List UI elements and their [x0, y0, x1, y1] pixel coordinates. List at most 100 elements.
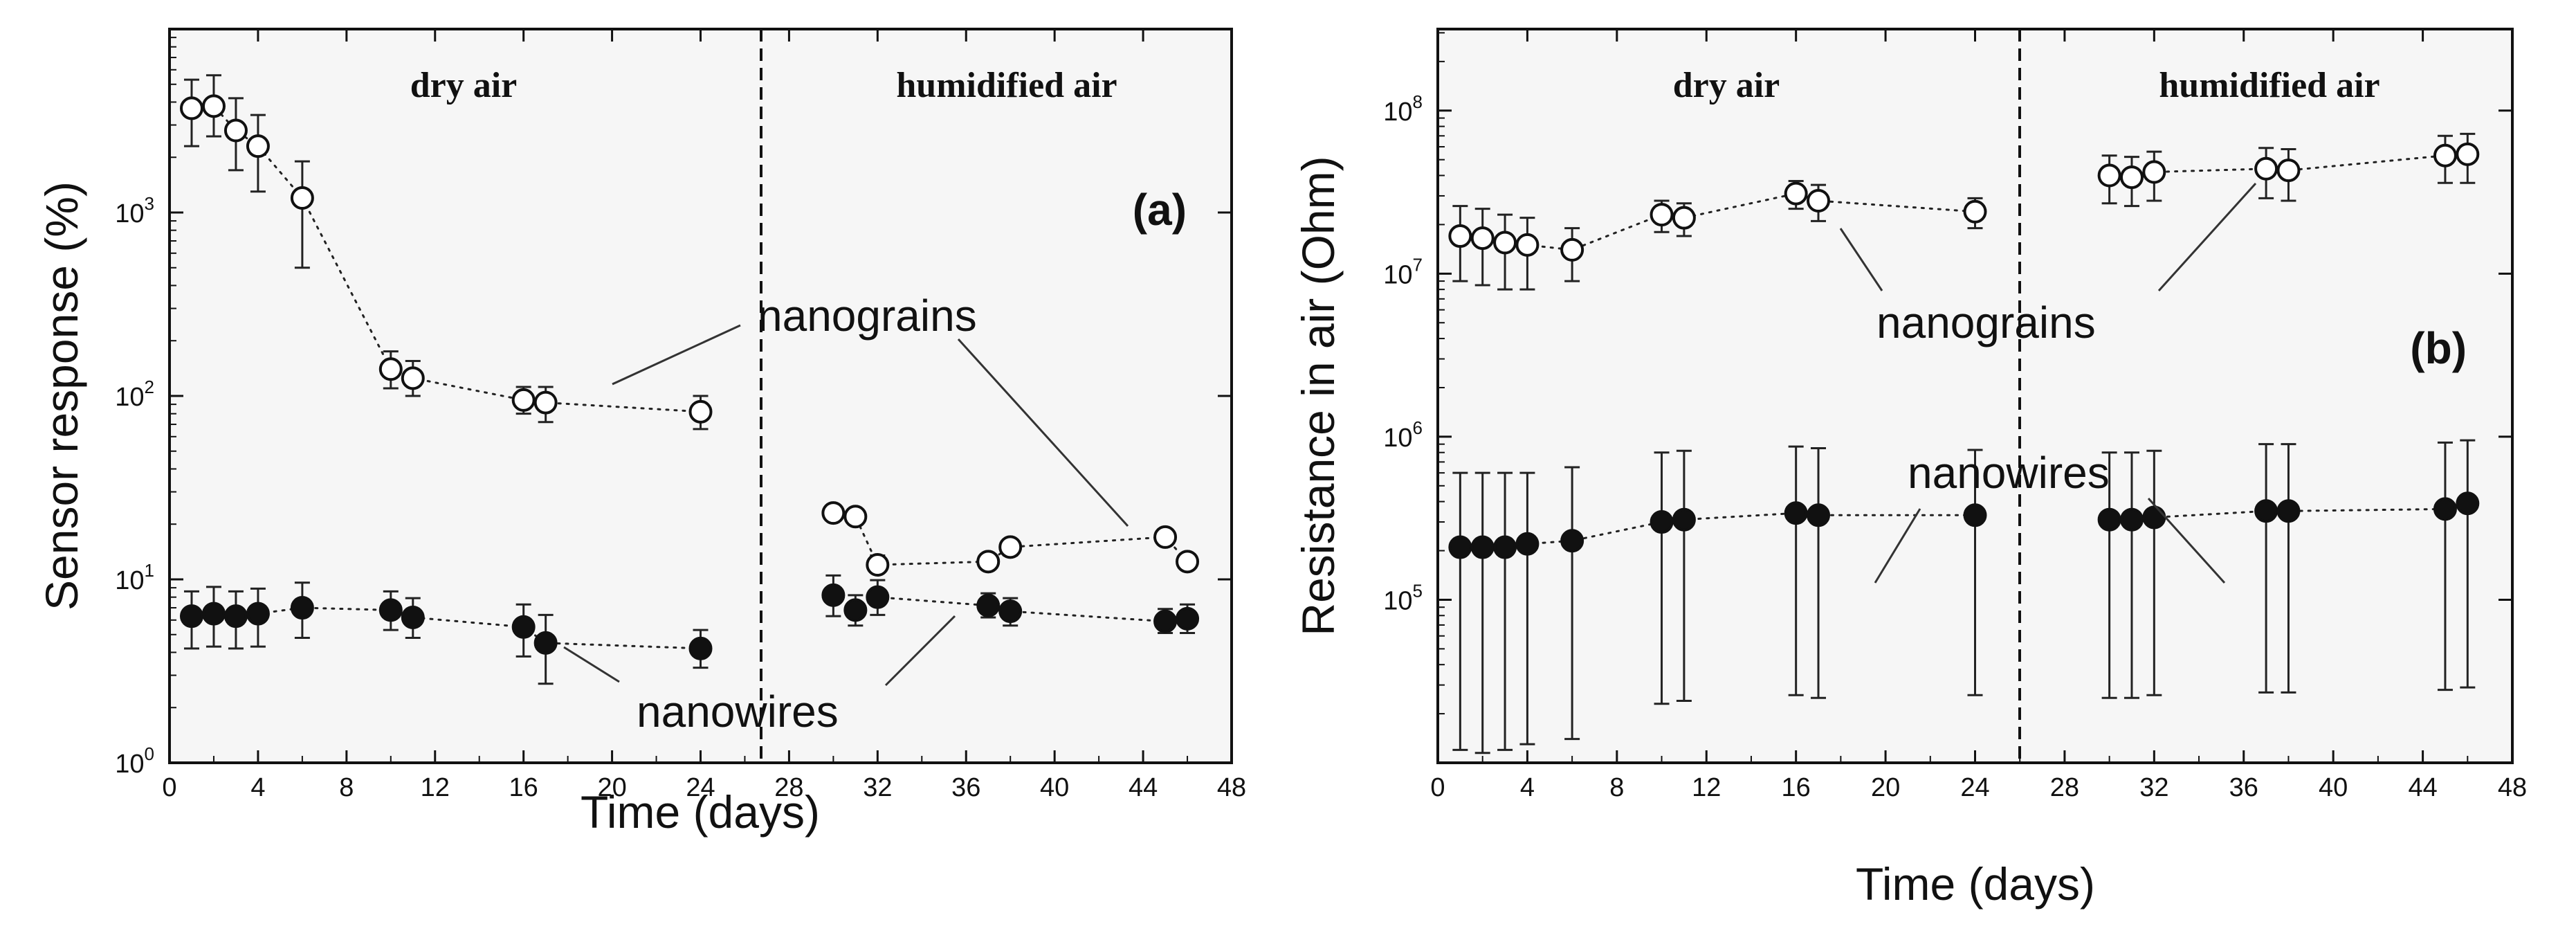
panel-a-leader-nanograins-2	[957, 338, 1129, 527]
panel-a-nanograins-point-1-3	[976, 550, 1001, 574]
panel-b-nanograins-point-1-4	[2276, 159, 2301, 183]
panel-b-nanowires-point-1-0	[2097, 507, 2121, 532]
panel-b-x-tick-label-24: 24	[1960, 773, 1989, 802]
panel-b-nanograins-point-1-5	[2433, 143, 2457, 168]
panel-a-nanograins-point-1-4	[998, 535, 1023, 559]
panel-a-x-tick-label-36: 36	[951, 773, 980, 802]
panel-a-nanograins-point-0-6	[401, 366, 425, 390]
panel-a-nanograins-point-1-5	[1153, 525, 1178, 549]
panel-b-nanowires-point-1-4	[2276, 499, 2301, 523]
panel-a-marks	[179, 74, 1200, 685]
panel-a-x-tick-label-16: 16	[509, 773, 538, 802]
panel-a-nanowires-point-1-6	[1176, 606, 1200, 631]
panel-b-x-axis-title: Time (days)	[1856, 858, 2095, 910]
panel-b-nanograins-point-0-1	[1470, 226, 1495, 251]
panel-a-nanograins-point-1-0	[821, 501, 846, 525]
panel-b-nanowires-point-1-3	[2254, 499, 2278, 523]
panel-a-nanowires-point-0-6	[401, 606, 425, 630]
panel-a-nanowires-point-0-1	[201, 602, 226, 626]
panel-a-nanowires-point-0-5	[378, 598, 403, 622]
panel-b-nanograins-point-1-0	[2097, 163, 2121, 188]
panel-a-nanowires-point-0-2	[223, 604, 248, 629]
panel-a-nanograins-point-0-7	[511, 388, 536, 412]
panel-b-nanowires-point-0-8	[1807, 503, 1831, 527]
panel-a-callout-nanowires: nanowires	[637, 687, 839, 736]
panel-a-nanowires-point-1-4	[998, 599, 1023, 624]
panel-a-x-tick-label-0: 0	[162, 773, 176, 802]
panel-a-x-tick-label-40: 40	[1040, 773, 1069, 802]
panel-a-leader-nanowires-2	[884, 615, 956, 687]
panel-a-callout-nanograins: nanograins	[758, 291, 977, 341]
panel-a-x-tick-label-24: 24	[686, 773, 715, 802]
panel-b-callout-nanograins: nanograins	[1876, 298, 2096, 347]
panel-b-nanograins-point-0-7	[1784, 181, 1808, 206]
panel-a-leader-nanograins-1	[612, 324, 741, 386]
panel-b-nanograins-point-0-3	[1515, 233, 1540, 257]
panel-b-nanograins-point-0-5	[1650, 203, 1674, 227]
panel-a-nanowires-point-0-9	[688, 636, 713, 660]
panel-b-x-tick-label-48: 48	[2498, 773, 2527, 802]
panel-a-x-tick-label-20: 20	[597, 773, 626, 802]
panel-b-nanowires-point-0-6	[1672, 507, 1696, 532]
panel-b-y-tick-label-6: 106	[1383, 417, 1423, 453]
panel-a-nanowires-point-1-2	[866, 585, 890, 609]
panel-b-x-tick-label-40: 40	[2319, 773, 2348, 802]
panel-b-callout-nanowires: nanowires	[1908, 448, 2110, 498]
panel-b-nanowires-point-0-2	[1493, 535, 1517, 559]
panel-b-x-tick-label-0: 0	[1430, 773, 1445, 802]
panel-a-y-tick-label-1: 101	[115, 560, 154, 595]
panel-a-x-tick-label-44: 44	[1129, 773, 1158, 802]
panel-b-nanograins-point-0-9	[1963, 199, 1987, 224]
panel-b-nanograins-point-0-0	[1448, 224, 1472, 248]
panel-b-nanograins-point-0-4	[1560, 237, 1584, 262]
panel-b-nanowires-point-0-1	[1470, 535, 1495, 559]
panel-b-leader-nanograins-2	[2157, 182, 2257, 292]
panel-b-nanowires-point-0-0	[1448, 535, 1472, 559]
panel-a-nanograins-point-0-8	[533, 390, 558, 415]
panel-b-region-humidified-air: humidified air	[2159, 66, 2379, 105]
panel-b-leader-nanograins-1	[1839, 228, 1883, 291]
panel-a-nanograins-point-0-4	[290, 186, 314, 210]
panel-a-label: (a)	[1133, 185, 1187, 235]
panel-a-y-axis-title: Sensor response (%)	[36, 181, 87, 611]
panel-a-nanograins-point-0-5	[378, 357, 403, 381]
panel-a-x-tick-label-12: 12	[421, 773, 450, 802]
panel-a-nanowires-point-0-3	[246, 602, 270, 626]
panel-a-x-axis-title: Time (days)	[581, 786, 820, 838]
panel-b-nanograins-point-1-6	[2456, 142, 2480, 166]
panel-b-nanowires-point-1-6	[2456, 491, 2480, 516]
panel-a-x-tick-label-28: 28	[774, 773, 803, 802]
panel-a-nanowires-point-0-8	[533, 631, 558, 655]
panel-b-x-tick-label-4: 4	[1520, 773, 1535, 802]
panel-b-nanograins-point-0-6	[1672, 206, 1696, 230]
panel-b-callouts: nanograins nanowires	[1839, 182, 2257, 584]
panel-b-marks	[1448, 132, 2480, 754]
panel-a-nanograins-point-1-6	[1176, 550, 1200, 574]
panel-b-nanowires-point-1-2	[2142, 505, 2166, 530]
panel-b-x-tick-label-32: 32	[2139, 773, 2168, 802]
panel-b-x-tick-label-28: 28	[2050, 773, 2079, 802]
panel-a-region-humidified-air: humidified air	[896, 66, 1117, 105]
panel-b-x-tick-label-36: 36	[2229, 773, 2258, 802]
panel-a-x-tick-label-48: 48	[1217, 773, 1246, 802]
panel-b-label: (b)	[2410, 323, 2467, 373]
panel-b-x-tick-label-20: 20	[1871, 773, 1900, 802]
panel-b-y-axis-title: Resistance in air (Ohm)	[1292, 156, 1344, 635]
panel-a-nanograins-point-1-2	[866, 553, 890, 577]
panel-b-y-tick-label-7: 107	[1383, 254, 1423, 289]
panel-b-y-tick-label-5: 105	[1383, 580, 1423, 615]
panel-a-nanowires-point-0-7	[511, 615, 536, 639]
panel-b-nanograins-point-0-8	[1807, 189, 1831, 213]
panel-b-nanowires-point-0-5	[1650, 510, 1674, 534]
panel-b-leader-nanowires-2	[2147, 497, 2226, 584]
panel-b-nanograins-point-0-2	[1493, 231, 1517, 255]
panel-b-nanowires-point-1-1	[2119, 507, 2144, 532]
panel-b-x-tick-label-8: 8	[1609, 773, 1624, 802]
panel-b-nanowires-point-1-5	[2433, 497, 2457, 521]
panel-b-y-tick-label-8: 108	[1383, 91, 1423, 127]
panel-a-nanograins-point-0-9	[688, 399, 713, 424]
panel-a-x-tick-label-4: 4	[250, 773, 265, 802]
panel-b-x-tick-label-44: 44	[2408, 773, 2437, 802]
